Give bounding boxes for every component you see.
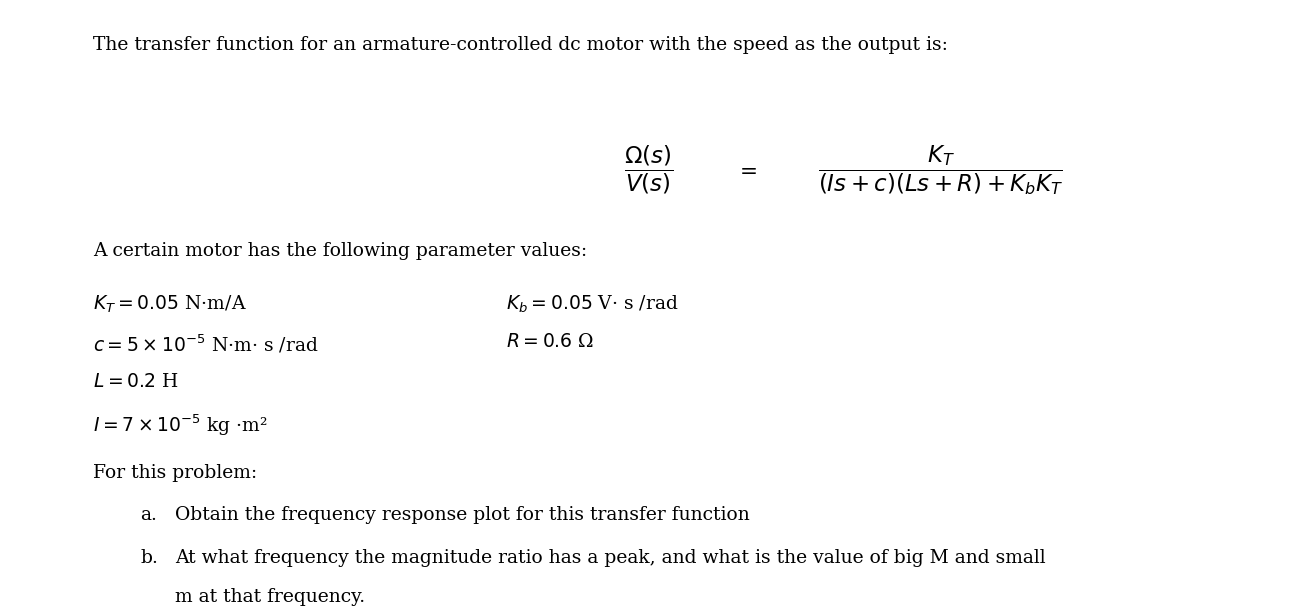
Text: $I = 7 \times 10^{-5}$ kg ·m²: $I = 7 \times 10^{-5}$ kg ·m² — [93, 412, 269, 437]
Text: b.: b. — [140, 548, 158, 567]
Text: The transfer function for an armature-controlled dc motor with the speed as the : The transfer function for an armature-co… — [93, 37, 949, 54]
Text: At what frequency the magnitude ratio has a peak, and what is the value of big M: At what frequency the magnitude ratio ha… — [175, 548, 1046, 567]
Text: For this problem:: For this problem: — [93, 464, 257, 482]
Text: $c = 5 \times 10^{-5}$ N·m· s /rad: $c = 5 \times 10^{-5}$ N·m· s /rad — [93, 333, 319, 356]
Text: $K_b = 0.05$ V· s /rad: $K_b = 0.05$ V· s /rad — [506, 294, 679, 315]
Text: $\dfrac{\Omega(s)}{V(s)}$: $\dfrac{\Omega(s)}{V(s)}$ — [624, 143, 674, 196]
Text: $R = 0.6$ Ω: $R = 0.6$ Ω — [506, 333, 594, 351]
Text: $\dfrac{K_T}{(Is + c)(Ls + R) + K_b K_T}$: $\dfrac{K_T}{(Is + c)(Ls + R) + K_b K_T}… — [818, 143, 1063, 196]
Text: Obtain the frequency response plot for this transfer function: Obtain the frequency response plot for t… — [175, 506, 750, 524]
Text: $L = 0.2$ H: $L = 0.2$ H — [93, 373, 179, 391]
Text: m at that frequency.: m at that frequency. — [175, 588, 365, 606]
Text: A certain motor has the following parameter values:: A certain motor has the following parame… — [93, 242, 588, 260]
Text: $K_T = 0.05$ N·m/A: $K_T = 0.05$ N·m/A — [93, 294, 247, 315]
Text: $=$: $=$ — [735, 159, 757, 181]
Text: a.: a. — [140, 506, 157, 524]
